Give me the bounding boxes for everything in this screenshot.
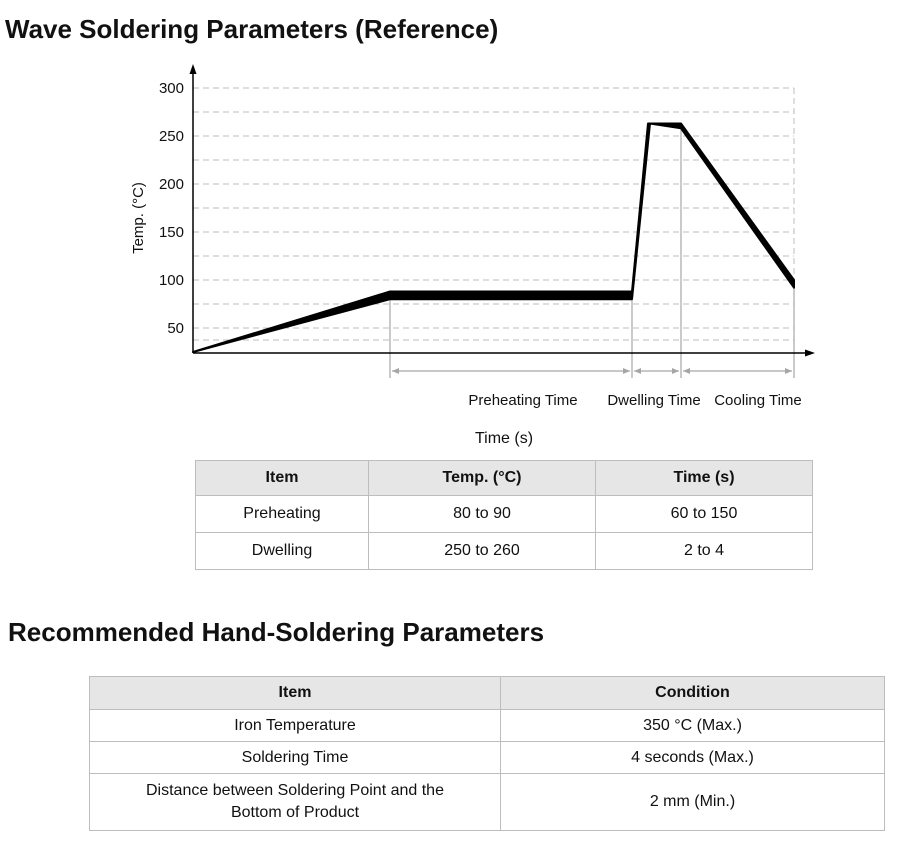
wave-soldering-table: Item Temp. (°C) Time (s) Preheating 80 t… <box>195 460 813 570</box>
arrowhead-icon <box>634 368 641 374</box>
chart-grid <box>193 87 795 352</box>
arrowhead-icon <box>672 368 679 374</box>
x-phase-label: Dwelling Time <box>607 392 700 409</box>
table-cell: 2 mm (Min.) <box>500 773 885 831</box>
chart-axes <box>189 64 815 357</box>
y-axis-label: Temp. (°C) <box>130 182 147 254</box>
table-cell: 350 °C (Max.) <box>500 709 885 742</box>
temperature-profile <box>192 122 795 353</box>
column-header-item: Item <box>89 676 501 710</box>
table-cell: 4 seconds (Max.) <box>500 741 885 774</box>
chart-labels: Temp. (°C) Preheating Time Dwelling Time Co… <box>130 182 802 447</box>
y-tick-label: 200 <box>159 176 184 193</box>
x-axis-label: Time (s) <box>475 430 533 447</box>
arrowhead-icon <box>392 368 399 374</box>
table-cell: 250 to 260 <box>368 532 596 570</box>
table-header-row: Item Temp. (°C) Time (s) <box>195 460 813 496</box>
column-header-item: Item <box>195 460 369 496</box>
y-tick-labels: 50 100 150 200 250 300 <box>159 80 184 337</box>
temperature-profile-band <box>192 122 795 353</box>
column-header-temp: Temp. (°C) <box>368 460 596 496</box>
table-row: Soldering Time 4 seconds (Max.) <box>89 741 885 774</box>
x-phase-label: Cooling Time <box>714 392 802 409</box>
hand-section-title: Recommended Hand-Soldering Parameters <box>8 617 545 647</box>
column-header-condition: Condition <box>500 676 885 710</box>
x-phase-label: Preheating Time <box>468 392 577 409</box>
y-tick-label: 100 <box>159 272 184 289</box>
table-header-row: Item Condition <box>89 676 885 710</box>
y-tick-label: 250 <box>159 128 184 145</box>
table-cell: Preheating <box>195 495 369 533</box>
table-cell: Iron Temperature <box>89 709 501 742</box>
arrowhead-icon <box>623 368 630 374</box>
y-axis-arrow-icon <box>189 64 197 74</box>
table-cell: Dwelling <box>195 532 369 570</box>
x-axis-arrow-icon <box>805 349 815 357</box>
column-header-time: Time (s) <box>595 460 813 496</box>
wave-section-title: Wave Soldering Parameters (Reference) <box>5 14 499 44</box>
table-cell: Soldering Time <box>89 741 501 774</box>
y-tick-label: 300 <box>159 80 184 97</box>
phase-markers <box>389 129 795 378</box>
y-tick-label: 150 <box>159 224 184 241</box>
table-row: Distance between Soldering Point and the… <box>89 773 885 831</box>
table-cell: Distance between Soldering Point and the… <box>89 773 501 831</box>
hand-soldering-table: Item Condition Iron Temperature 350 °C (… <box>89 676 885 831</box>
table-row: Preheating 80 to 90 60 to 150 <box>195 495 813 533</box>
table-cell: 60 to 150 <box>595 495 813 533</box>
table-row: Dwelling 250 to 260 2 to 4 <box>195 532 813 570</box>
wave-soldering-chart: 50 100 150 200 250 300 Temp. (°C) Preheating T… <box>130 64 815 447</box>
arrowhead-icon <box>785 368 792 374</box>
arrowhead-icon <box>683 368 690 374</box>
table-cell: 80 to 90 <box>368 495 596 533</box>
table-cell: 2 to 4 <box>595 532 813 570</box>
y-tick-label: 50 <box>167 320 184 337</box>
table-row: Iron Temperature 350 °C (Max.) <box>89 709 885 742</box>
